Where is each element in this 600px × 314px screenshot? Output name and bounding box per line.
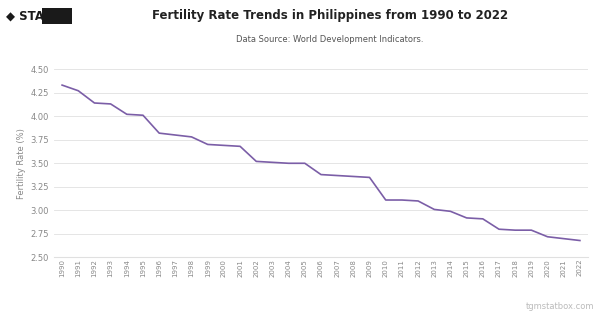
Text: Fertility Rate Trends in Philippines from 1990 to 2022: Fertility Rate Trends in Philippines fro…: [152, 9, 508, 22]
Text: tgmstatbox.com: tgmstatbox.com: [526, 302, 594, 311]
Text: Data Source: World Development Indicators.: Data Source: World Development Indicator…: [236, 35, 424, 44]
Y-axis label: Fertility Rate (%): Fertility Rate (%): [17, 128, 26, 199]
Text: BOX: BOX: [43, 9, 71, 22]
Text: ◆ STAT: ◆ STAT: [6, 9, 51, 22]
